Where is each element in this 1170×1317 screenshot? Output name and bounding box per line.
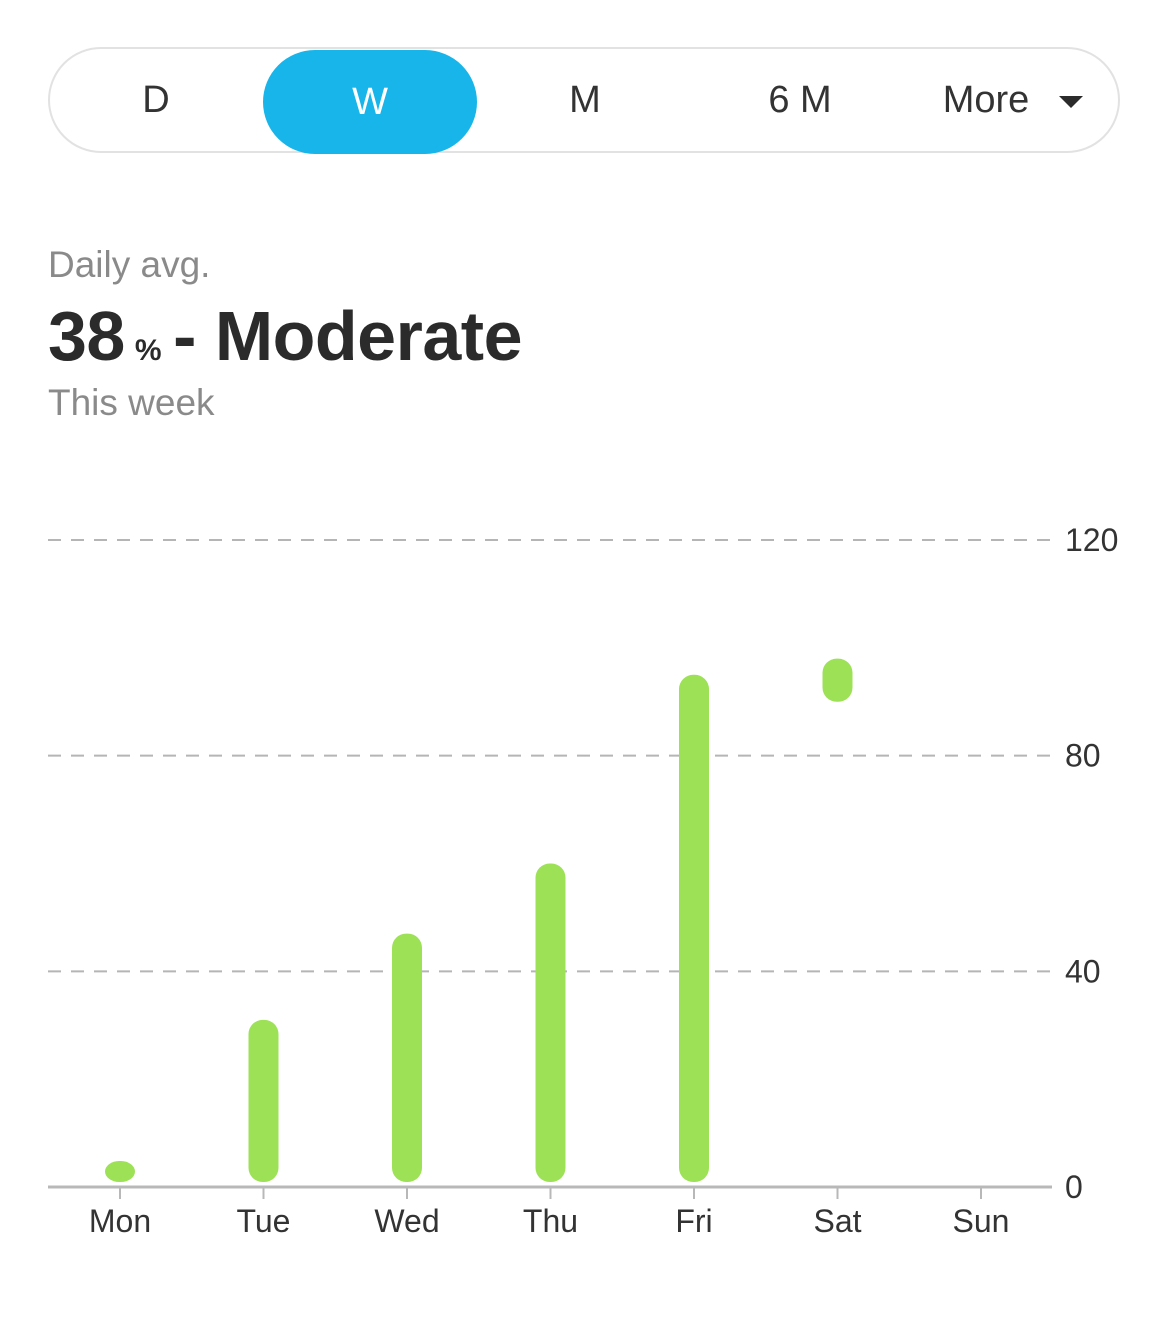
- daily-avg-unit: %: [134, 334, 162, 367]
- range-option-week[interactable]: W: [263, 50, 477, 154]
- daily-avg-label: Daily avg.: [48, 244, 211, 285]
- bar-sat: [822, 658, 853, 702]
- bar-thu: [535, 863, 566, 1182]
- y-tick-label-80: 80: [1065, 738, 1101, 774]
- range-option-month[interactable]: M: [569, 78, 601, 121]
- range-more-label: More: [942, 78, 1030, 121]
- x-tick-label-fri: Fri: [675, 1203, 712, 1239]
- x-tick-label-wed: Wed: [374, 1203, 439, 1239]
- time-range-selector: D W M 6 M More: [48, 47, 1120, 154]
- x-tick-label-tue: Tue: [237, 1203, 291, 1239]
- range-option-day[interactable]: D: [142, 78, 170, 121]
- bar-wed: [392, 933, 422, 1182]
- caret-down-icon: [1059, 96, 1084, 108]
- range-more-button[interactable]: More: [908, 49, 1118, 151]
- headline-separator: -: [173, 297, 196, 375]
- activity-level: Moderate: [214, 297, 523, 375]
- y-tick-label-120: 120: [1065, 522, 1118, 558]
- y-tick-label-40: 40: [1065, 953, 1101, 989]
- range-option-6-months[interactable]: 6 M: [768, 78, 832, 121]
- bar-fri: [679, 674, 709, 1182]
- bar-tue: [248, 1019, 279, 1182]
- x-tick-label-mon: Mon: [89, 1203, 151, 1239]
- daily-avg-headline: 38% - Moderate: [48, 296, 523, 376]
- x-tick-label-sun: Sun: [953, 1203, 1010, 1239]
- y-tick-label-0: 0: [1065, 1169, 1083, 1205]
- x-tick-label-sat: Sat: [813, 1203, 861, 1239]
- daily-avg-value: 38: [48, 297, 125, 375]
- period-label: This week: [48, 382, 215, 423]
- x-tick-label-thu: Thu: [523, 1203, 578, 1239]
- bar-mon: [105, 1161, 135, 1182]
